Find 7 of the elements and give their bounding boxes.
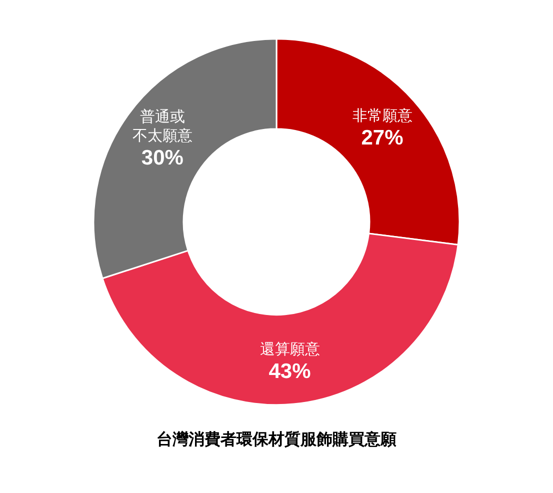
data-label: 43% [268, 360, 312, 384]
slice-label: 普通或不太願意 [132, 107, 192, 144]
data-label: 30% [141, 146, 184, 170]
slice-label: 非常願意 [352, 106, 412, 125]
text: 台灣消費者環保材質服飾購買意願 [156, 430, 396, 448]
data-label: 27% [361, 126, 404, 150]
slice-label: 還算願意 [260, 340, 320, 358]
